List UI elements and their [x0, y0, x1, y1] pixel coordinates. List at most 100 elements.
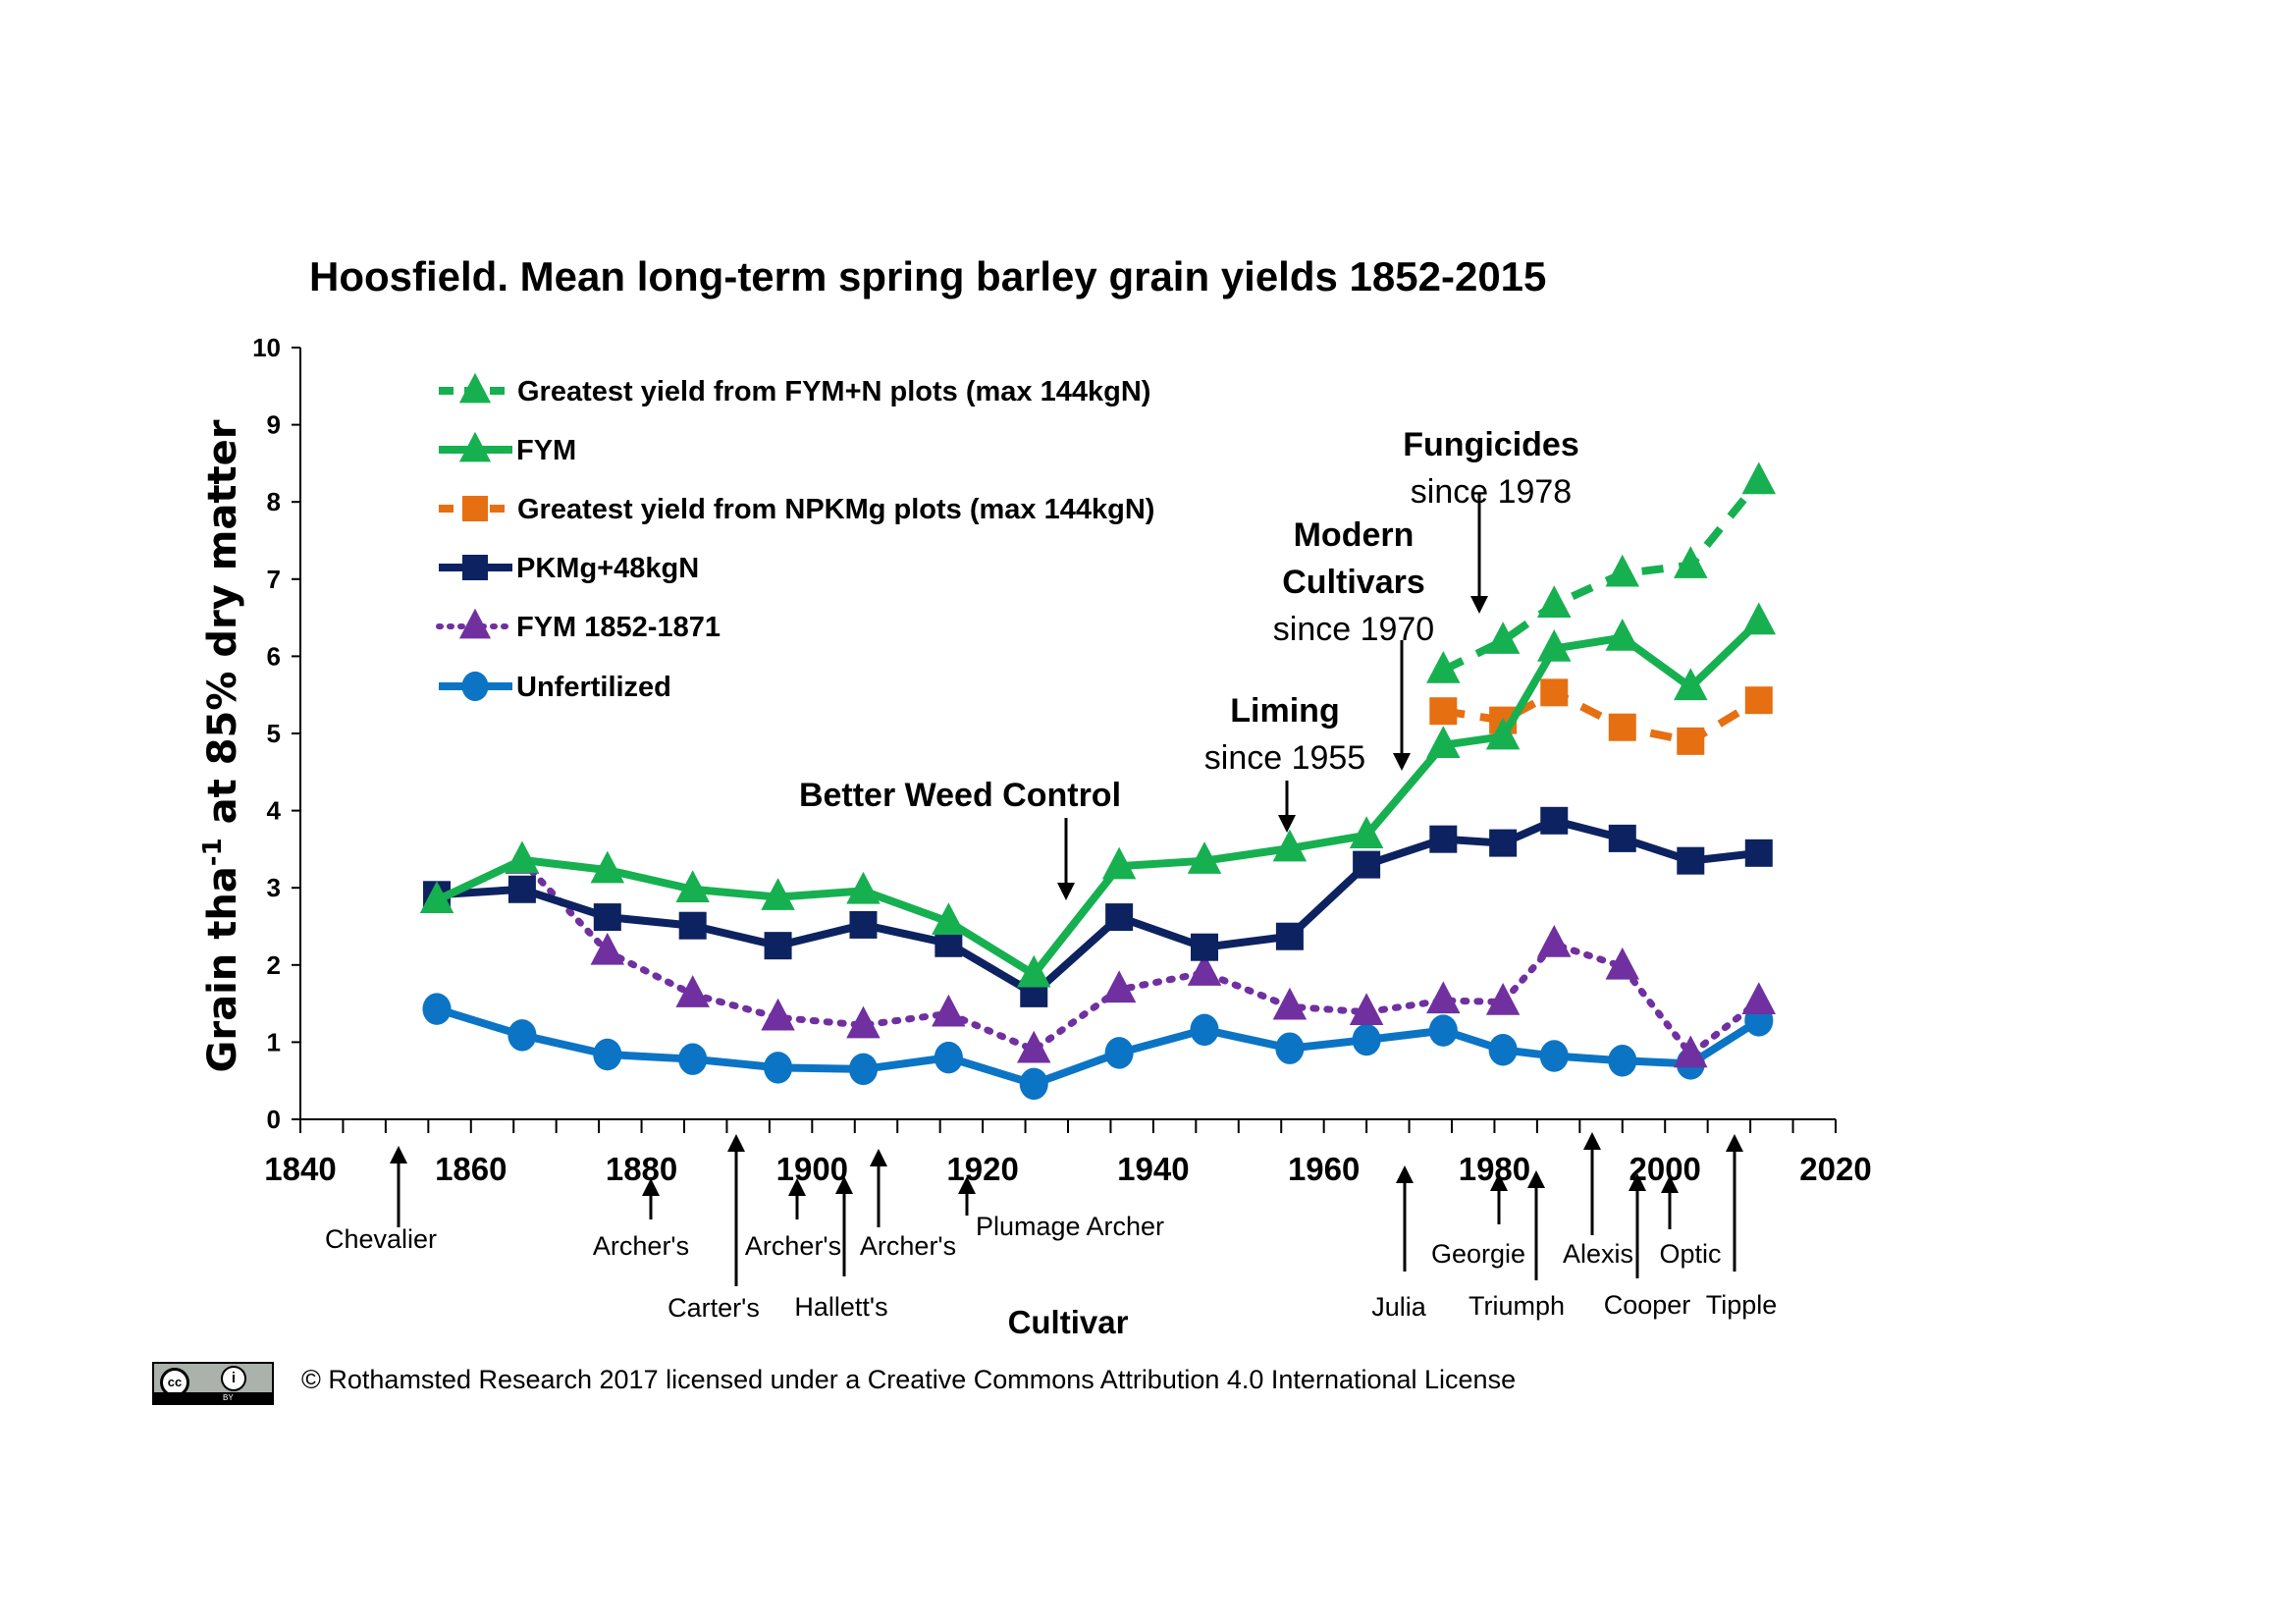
data-point	[1275, 922, 1304, 950]
cultivar-label: Plumage Archer	[976, 1212, 1164, 1241]
data-point	[761, 998, 795, 1031]
y-tick-label: 2	[267, 950, 281, 980]
data-point	[1019, 1067, 1048, 1101]
data-point	[1187, 841, 1222, 874]
data-point	[1485, 622, 1521, 654]
data-point	[764, 1052, 793, 1084]
data-point	[507, 875, 536, 903]
data-point	[1428, 1014, 1458, 1047]
cultivar-label: Archer's	[593, 1231, 689, 1261]
x-axis-label: Cultivar	[1008, 1304, 1129, 1340]
data-point	[675, 870, 710, 903]
data-point	[1426, 726, 1461, 759]
data-point	[678, 911, 707, 940]
data-point	[1537, 925, 1572, 957]
arrow-up-icon	[727, 1134, 745, 1152]
data-point	[507, 1019, 537, 1052]
data-point	[1608, 824, 1636, 852]
cultivar-label: Archer's	[745, 1231, 841, 1261]
data-point	[1744, 686, 1773, 715]
cultivar-label: Carter's	[667, 1293, 760, 1323]
legend-label: Greatest yield from FYM+N plots (max 144…	[517, 376, 1150, 407]
legend-item: FYM	[439, 431, 576, 466]
data-point	[1349, 993, 1384, 1025]
data-point	[1488, 1034, 1518, 1066]
data-point	[1190, 1013, 1219, 1047]
data-point	[1605, 619, 1640, 651]
data-point	[1016, 954, 1051, 988]
data-point	[1426, 651, 1461, 683]
data-point	[1485, 982, 1521, 1015]
series-fym	[419, 602, 1777, 988]
data-point	[1605, 947, 1640, 980]
series-greatest-yield-from-npkmg-plots-max-144kgn-	[1429, 678, 1773, 755]
y-tick-label: 6	[267, 641, 281, 671]
data-point	[764, 932, 792, 960]
cc-by-badge: cc i BY	[152, 1362, 274, 1405]
data-point	[1540, 806, 1569, 835]
arrow-up-icon	[870, 1149, 887, 1166]
arrow-down-icon	[1057, 883, 1075, 900]
cultivar-marker: Carter's	[667, 1134, 760, 1323]
x-tick-label: 1880	[606, 1151, 677, 1187]
cultivar-marker: Alexis	[1563, 1132, 1633, 1269]
data-point	[593, 1038, 622, 1071]
data-point	[1537, 629, 1572, 662]
annotation-liming: Liming since 1955	[1204, 692, 1365, 833]
data-point	[1741, 982, 1777, 1014]
cultivar-label: Archer's	[860, 1231, 956, 1261]
data-point	[1429, 697, 1458, 726]
data-point	[1608, 1045, 1637, 1077]
y-axis-label-rest: at 85% dry matter	[200, 419, 245, 838]
data-point	[1741, 461, 1777, 495]
legend-item: Greatest yield from NPKMg plots (max 144…	[439, 494, 1154, 525]
data-point	[1605, 554, 1640, 587]
data-point	[1426, 981, 1461, 1014]
annotation-title: Fungicides	[1403, 426, 1578, 463]
cultivar-marker: Plumage Archer	[958, 1176, 1164, 1241]
data-point	[1489, 829, 1518, 857]
data-point	[1608, 713, 1636, 741]
data-point	[932, 994, 966, 1027]
data-point	[1101, 846, 1137, 880]
data-point	[1272, 987, 1308, 1020]
data-point	[1105, 903, 1134, 932]
cultivar-markers: Chevalier Archer's Carter's Archer's Hallett…	[325, 1132, 1777, 1323]
x-tick-label: 1940	[1117, 1151, 1189, 1187]
data-point	[675, 975, 710, 1007]
series-pkmg-48kgn	[423, 806, 1773, 1007]
arrow-up-icon	[390, 1146, 407, 1164]
data-point	[848, 1053, 879, 1086]
legend-item: Unfertilized	[439, 671, 671, 703]
legend-swatch-marker	[462, 496, 488, 521]
data-point	[419, 881, 454, 914]
legend-swatch-marker	[458, 372, 492, 404]
data-point	[590, 932, 625, 965]
cultivar-marker: Archer's	[745, 1178, 841, 1261]
annotation-fungicides: Fungicides since 1978	[1403, 426, 1579, 614]
series-line	[518, 857, 1763, 1058]
legend-swatch-marker	[458, 608, 492, 639]
data-point	[1539, 1040, 1569, 1072]
data-point	[1187, 953, 1222, 986]
annotation-subtitle: since 1970	[1273, 611, 1434, 648]
arrow-up-icon	[835, 1176, 853, 1194]
y-tick-label: 3	[267, 873, 281, 902]
cultivar-label: Cooper	[1604, 1290, 1691, 1320]
legend-item: Greatest yield from FYM+N plots (max 144…	[439, 372, 1150, 407]
data-point	[1677, 727, 1705, 755]
series-line	[435, 619, 1762, 979]
legend-label: FYM 1852-1871	[516, 612, 721, 643]
annotation-title: Cultivars	[1282, 564, 1425, 601]
x-tick-label: 2020	[1799, 1151, 1871, 1187]
cultivar-label: Tipple	[1706, 1290, 1778, 1320]
data-point	[1674, 546, 1708, 578]
legend-item: FYM 1852-1871	[436, 608, 721, 643]
y-tick-label: 5	[267, 719, 281, 748]
cultivar-marker: Hallett's	[794, 1176, 888, 1322]
y-tick-label: 7	[267, 565, 281, 594]
cultivar-marker: Chevalier	[325, 1146, 437, 1254]
cultivar-marker: Archer's	[860, 1149, 956, 1261]
legend-label: PKMg+48kgN	[516, 553, 699, 584]
